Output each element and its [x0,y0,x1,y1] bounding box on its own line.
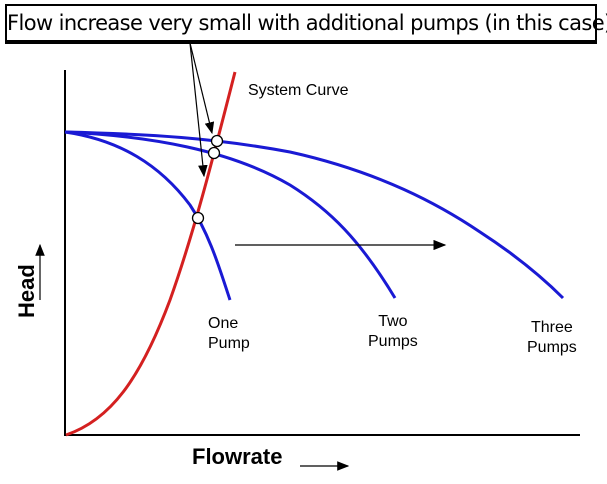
three-pumps-curve [64,130,565,300]
two-pumps-curve [64,130,397,299]
pointer-arrow-2 [189,42,208,178]
three-pumps-label: Three Pumps [527,318,577,358]
operating-point-one-pump [191,211,205,225]
operating-point-three-pumps [210,134,224,148]
two-pumps-label: Two Pumps [368,312,418,352]
one-pump-label-line2: Pump [208,335,250,352]
one-pump-label-line1: One [208,315,239,332]
y-axis-label: Head [14,264,39,318]
operating-point-two-pumps [207,146,221,160]
system-curve-label: System Curve [248,82,349,99]
pointer-arrow-1 [189,42,215,135]
system-curve [65,71,237,437]
x-axis-label: Flowrate [192,444,283,469]
two-pumps-label-line1: Two [378,313,408,330]
one-pump-label: One Pump [208,314,250,354]
title-box: Flow increase very small with additional… [5,4,607,44]
three-pumps-label-line2: Pumps [527,339,577,356]
one-pump-curve [64,130,232,301]
three-pumps-label-line1: Three [531,319,573,336]
two-pumps-label-line2: Pumps [368,333,418,350]
